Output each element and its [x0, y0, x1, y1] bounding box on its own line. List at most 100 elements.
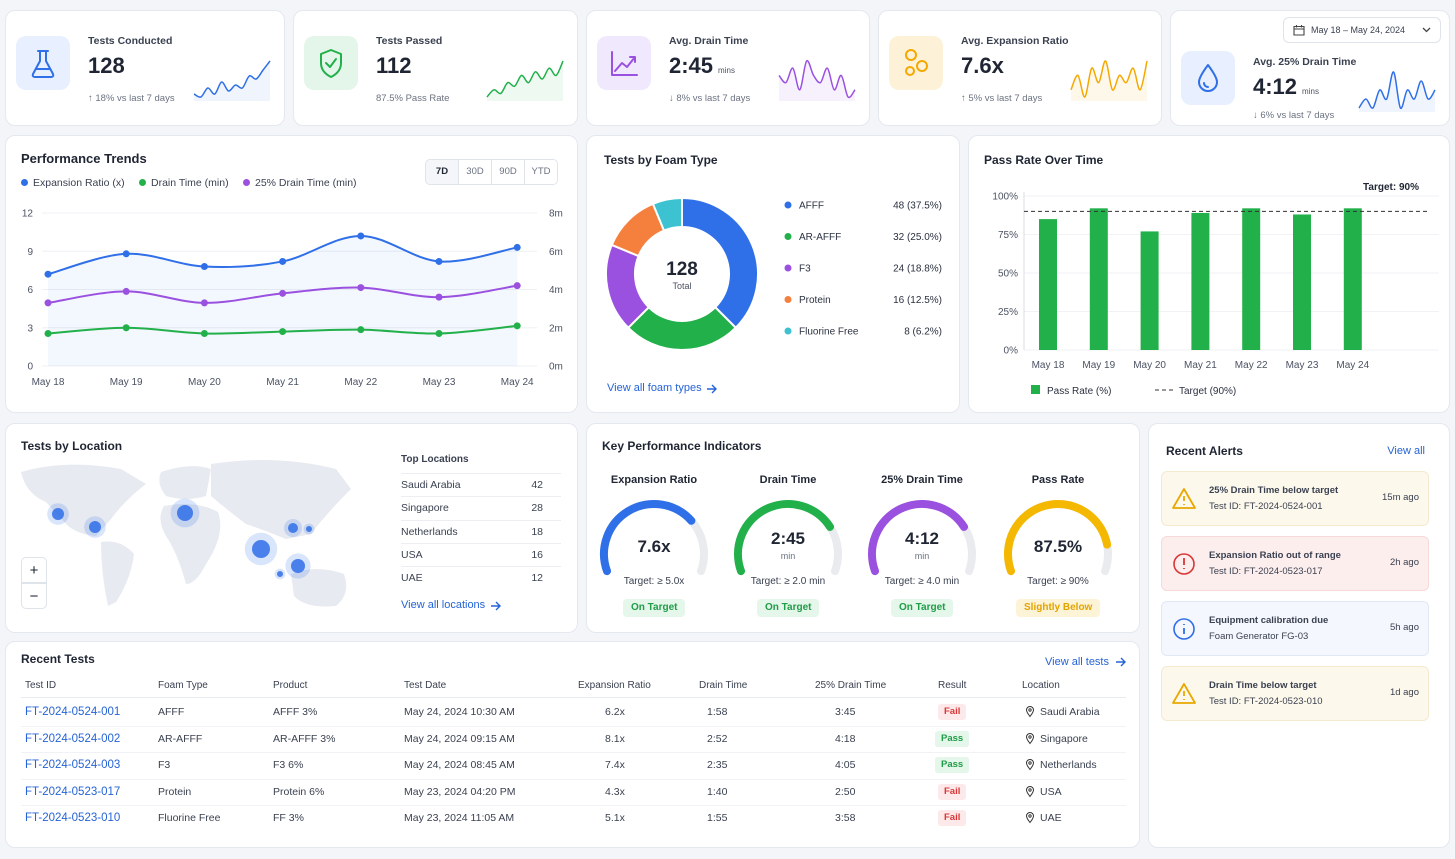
link[interactable]: View all foam types	[607, 382, 702, 394]
cell: UAE	[1040, 812, 1062, 824]
x-tick-label: May 21	[266, 377, 299, 388]
kpi-value: 128	[88, 53, 125, 78]
sparkline-line	[486, 60, 564, 98]
alert-time: 15m ago	[1382, 492, 1419, 503]
column-header: Test ID	[25, 680, 57, 691]
cell: 1:40	[707, 785, 728, 798]
dot	[139, 179, 146, 186]
range-button[interactable]: 90D	[491, 160, 524, 184]
gauge-name: Expansion Ratio	[611, 474, 697, 486]
pin	[1025, 812, 1035, 824]
alert[interactable]: Equipment calibration due Foam Generator …	[1161, 601, 1429, 656]
card-title: Key Performance Indicators	[602, 439, 762, 453]
range-button[interactable]: 7D	[426, 160, 458, 184]
test-id[interactable]: FT-2024-0523-010	[25, 812, 121, 824]
legend-dot	[784, 296, 792, 303]
legend-label: Target (90%)	[1179, 386, 1236, 397]
card-title: Recent Alerts	[1166, 444, 1243, 458]
bubble	[277, 571, 283, 577]
link[interactable]: View all locations	[401, 599, 486, 611]
arrow-icon	[491, 601, 501, 611]
continent	[211, 460, 351, 539]
chart-title: Performance Trends	[21, 151, 147, 166]
icon-glyph	[31, 50, 55, 78]
test-id[interactable]: FT-2024-0523-017	[25, 785, 121, 798]
status-pill: On Target	[623, 599, 686, 617]
icon-glyph	[905, 49, 928, 76]
dot	[243, 179, 250, 186]
column-header: 25% Drain Time	[815, 680, 887, 691]
kpi-value: 2:45	[669, 53, 714, 78]
separator	[401, 566, 561, 568]
card-title: Tests by Location	[21, 439, 123, 453]
alert[interactable]: 25% Drain Time below target Test ID: FT-2…	[1161, 471, 1429, 526]
point	[279, 328, 287, 336]
column-header: Result	[938, 680, 967, 691]
card: Pass Rate Over Time Target: 90% 0% 25% 50% 75…	[968, 135, 1450, 413]
point	[357, 232, 365, 240]
bar	[1191, 212, 1210, 350]
x-tick-label: May 23	[1286, 360, 1319, 371]
alert[interactable]: Expansion Ratio out of range Test ID: FT-…	[1161, 536, 1429, 591]
sparkline-line	[778, 60, 856, 99]
point	[513, 322, 521, 330]
link[interactable]: View all tests	[1045, 656, 1109, 668]
test-id[interactable]: FT-2024-0524-003	[25, 759, 121, 771]
test-id[interactable]: FT-2024-0524-002	[25, 732, 121, 745]
kpi-value-row: 4:12 mins	[1253, 74, 1319, 100]
cell: USA	[1040, 785, 1062, 798]
location-count: 18	[531, 525, 543, 538]
cell: 4.3x	[605, 785, 625, 798]
header-rule	[21, 697, 1126, 698]
gauge-target: Target: ≥ 90%	[1027, 576, 1089, 587]
legend-label: Protein	[799, 295, 831, 306]
kpi-note: 87.5% Pass Rate	[376, 93, 450, 104]
range-button[interactable]: YTD	[524, 160, 557, 184]
zoom-button[interactable]: −	[21, 583, 47, 609]
column-header: Expansion Ratio	[578, 680, 651, 691]
point	[513, 282, 521, 290]
location-name: USA	[401, 548, 423, 561]
pin-icon	[1025, 759, 1035, 771]
legend-label: Drain Time (min)	[151, 177, 229, 189]
column-header: Location	[1022, 680, 1060, 691]
alert-icon	[1172, 488, 1196, 509]
icon-bg	[597, 36, 651, 90]
alert[interactable]: Drain Time below target Test ID: FT-2024-…	[1161, 666, 1429, 721]
kpi-value: 112	[376, 53, 412, 78]
y-tick-label: 50%	[998, 269, 1018, 280]
point	[513, 243, 521, 251]
kpi-title: Avg. 25% Drain Time	[1253, 56, 1357, 68]
sparkline-line	[1358, 71, 1436, 109]
column-header: Foam Type	[158, 680, 208, 691]
donut-center-value: 128	[666, 259, 698, 280]
value-label: 8 (6.2%)	[904, 327, 942, 338]
gauge-fill	[868, 500, 969, 576]
gauge-fill	[734, 500, 835, 576]
link[interactable]: View all	[1387, 445, 1425, 457]
legend-dot	[784, 264, 792, 272]
test-id[interactable]: FT-2024-0524-001	[25, 706, 121, 718]
card: Avg. Drain Time 2:45 mins ↓ 8% vs last 7 da…	[586, 10, 870, 126]
cell: Saudi Arabia	[1040, 706, 1100, 718]
result-pill: Fail	[938, 783, 967, 800]
gauge-fill	[600, 500, 696, 576]
zoom-button[interactable]: +	[21, 557, 47, 583]
bar	[1343, 208, 1362, 350]
cell: Fluorine Free	[158, 812, 221, 824]
donut-segment	[651, 196, 683, 232]
cell: F3	[158, 759, 171, 771]
y2-tick-label: 0m	[549, 362, 563, 373]
date-picker[interactable]: May 18 – May 24, 2024	[1283, 17, 1441, 43]
alert-title: Equipment calibration due	[1209, 615, 1329, 626]
kpi-note: ↓ 6% vs last 7 days	[1253, 110, 1335, 121]
kpi-value-row: 7.6x	[961, 53, 1004, 79]
pin-icon	[1025, 706, 1035, 718]
card: Recent Alerts View all 25% Drain Time belo…	[1148, 423, 1450, 848]
card: Tests by Location + − Top Locations Saudi Ar…	[5, 423, 578, 633]
cell: 3:58	[835, 812, 856, 824]
icon-glyph	[1198, 64, 1218, 92]
point	[357, 284, 365, 292]
range-button[interactable]: 30D	[458, 160, 491, 184]
